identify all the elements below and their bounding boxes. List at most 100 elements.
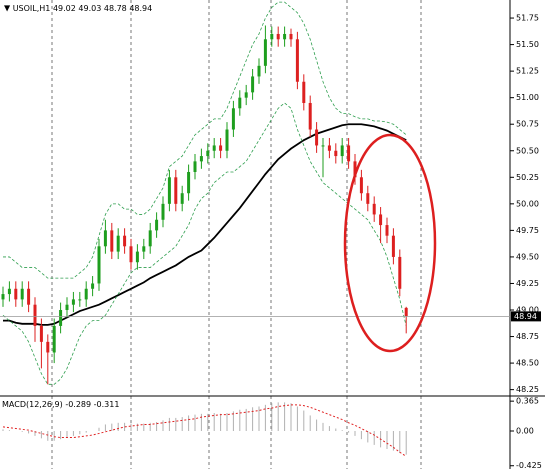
candle-body (65, 304, 69, 311)
candle-body (78, 299, 82, 301)
candle-body (193, 161, 197, 172)
candle-body (251, 76, 255, 93)
y-tick-label: 51.75 (516, 14, 539, 23)
y-tick-label: 50.00 (516, 199, 539, 208)
y-tick-label: 0.00 (516, 426, 534, 435)
candle-body (334, 150, 338, 157)
y-tick-label: 48.50 (516, 359, 539, 368)
candle-body (135, 251, 139, 263)
candle-body (340, 145, 344, 157)
close-value: 48.94 (129, 4, 152, 13)
candle-body (231, 108, 235, 130)
y-tick-label: 49.75 (516, 226, 539, 235)
macd-value: -0.289 (65, 400, 91, 409)
open-value: 49.02 (53, 4, 76, 13)
candle-body (148, 230, 152, 247)
overlay-line (2, 102, 407, 385)
candle-body (398, 256, 402, 289)
candle-body (263, 39, 267, 66)
candle-body (7, 288, 11, 295)
candle-body (315, 129, 319, 146)
candle-body (33, 304, 37, 326)
candle-body (14, 288, 18, 300)
candle-body (27, 288, 31, 305)
candle-body (219, 145, 223, 151)
candle-body (110, 230, 114, 252)
candle-body (270, 33, 274, 40)
candle-body (103, 230, 107, 247)
candle-body (116, 235, 120, 252)
y-tick-label: 49.50 (516, 252, 539, 261)
candle-body (174, 177, 178, 204)
candle-body (46, 341, 50, 353)
y-tick-label: 50.25 (516, 173, 539, 182)
candle-body (123, 235, 127, 247)
y-tick-label: 49.25 (516, 279, 539, 288)
candle-body (52, 325, 56, 353)
low-value: 48.78 (104, 4, 127, 13)
y-tick-label: 48.75 (516, 332, 539, 341)
candle-body (321, 145, 325, 147)
y-tick-label: 48.25 (516, 385, 539, 394)
candle-body (353, 161, 357, 178)
candle-body (347, 145, 351, 162)
high-value: 49.03 (78, 4, 101, 13)
y-tick-label: 50.75 (516, 120, 539, 129)
candle-body (385, 225, 389, 236)
candle-body (59, 310, 63, 326)
y-tick-label: 51.50 (516, 40, 539, 49)
candle-body (84, 288, 88, 300)
chart-header: ▼ USOIL,H1 49.02 49.03 48.78 48.94 (4, 4, 152, 13)
candle-body (372, 203, 376, 215)
candle-body (308, 102, 312, 130)
candle-body (283, 33, 287, 40)
candle-body (39, 325, 43, 342)
candle-body (276, 33, 280, 40)
candle-body (142, 246, 146, 252)
candle-body (129, 246, 133, 263)
candle-body (257, 65, 261, 77)
candle-body (71, 299, 75, 305)
annotation-ellipse (343, 133, 437, 353)
candle-body (379, 214, 383, 226)
y-tick-label: 51.00 (516, 93, 539, 102)
signal-line (2, 404, 407, 457)
y-tick-label: 50.50 (516, 146, 539, 155)
price-label: 48.94 (514, 312, 537, 321)
candle-body (20, 288, 24, 300)
candle-body (180, 193, 184, 204)
candle-body (187, 171, 191, 194)
candle-body (391, 235, 395, 257)
candle-body (327, 145, 331, 151)
candle-body (244, 92, 248, 98)
candle-body (302, 81, 306, 103)
candle-body (91, 283, 95, 289)
candle-body (161, 203, 165, 220)
macd-title: MACD(12,26,9) (2, 400, 63, 409)
candle-body (404, 307, 408, 317)
candle-body (366, 193, 370, 204)
y-tick-label: -0.425 (516, 461, 542, 469)
overlay-line (3, 123, 407, 326)
candle-body (1, 294, 5, 300)
y-tick-label: 49.00 (516, 306, 539, 315)
candle-body (97, 246, 101, 284)
candle-body (359, 177, 363, 194)
candle-body (206, 150, 210, 157)
candle-body (167, 177, 171, 204)
macd-header: MACD(12,26,9) -0.289 -0.311 (2, 400, 119, 409)
y-tick-label: 0.365 (516, 397, 539, 406)
time-grid (51, 0, 422, 469)
candle-body (212, 145, 216, 151)
chart-title: USOIL,H1 (13, 4, 51, 13)
candle-body (295, 39, 299, 82)
candle-body (155, 219, 159, 231)
y-tick-label: 51.25 (516, 67, 539, 76)
price-label-box (511, 311, 541, 322)
candle-body (199, 156, 203, 162)
signal-value: -0.311 (94, 400, 120, 409)
candle-body (289, 33, 293, 40)
